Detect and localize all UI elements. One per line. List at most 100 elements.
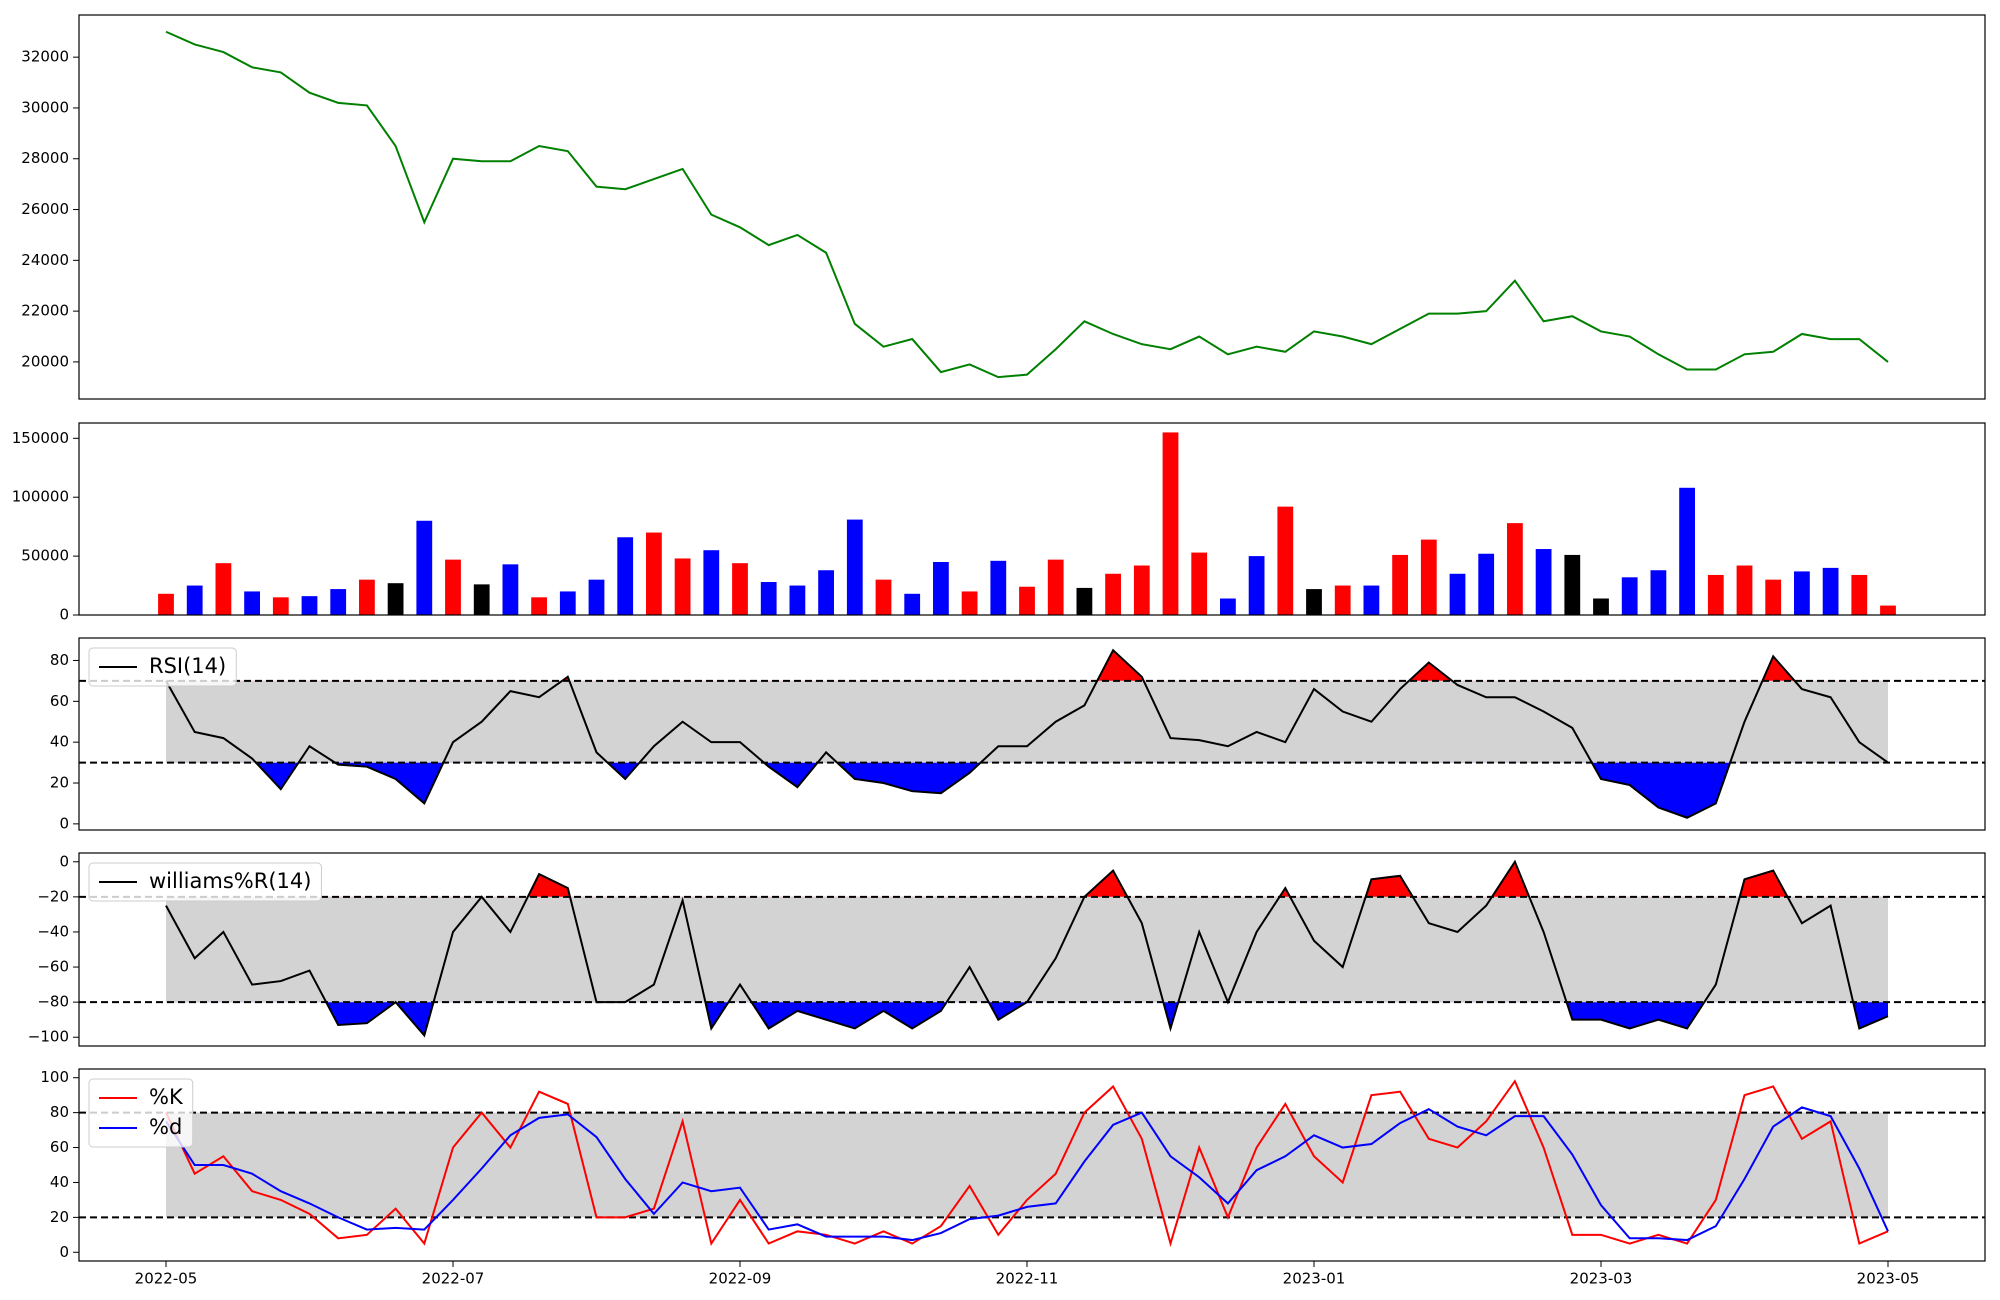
y-tick-label: 100000 bbox=[12, 488, 69, 506]
y-tick-label: 0 bbox=[59, 606, 69, 624]
volume-bar bbox=[387, 583, 404, 615]
volume-bar bbox=[416, 520, 433, 615]
y-tick-label: 100 bbox=[40, 1068, 69, 1086]
volume-bar bbox=[359, 579, 375, 615]
volume-bar bbox=[646, 532, 662, 615]
y-tick-label: 32000 bbox=[21, 48, 69, 66]
y-tick-label: −100 bbox=[28, 1028, 69, 1046]
y-tick-label: 22000 bbox=[21, 302, 69, 320]
x-tick-label: 2023-03 bbox=[1570, 1270, 1633, 1288]
y-tick-label: 28000 bbox=[21, 149, 69, 167]
y-tick-label: 20 bbox=[50, 774, 69, 792]
volume-bar bbox=[1851, 574, 1868, 615]
volume-bar bbox=[588, 579, 605, 615]
volume-bar bbox=[818, 570, 834, 615]
y-tick-label: 20000 bbox=[21, 352, 69, 370]
legend-label: %K bbox=[149, 1085, 184, 1109]
volume-bar bbox=[1420, 539, 1437, 615]
volume-bar bbox=[789, 585, 806, 615]
volume-bar bbox=[531, 597, 547, 615]
x-tick-label: 2023-01 bbox=[1283, 1270, 1346, 1288]
y-tick-label: 20 bbox=[50, 1208, 69, 1226]
x-tick-label: 2022-11 bbox=[996, 1270, 1059, 1288]
volume-bar bbox=[1047, 559, 1064, 615]
volume-bar bbox=[961, 591, 978, 615]
volume-bar bbox=[272, 597, 289, 615]
y-tick-label: −60 bbox=[37, 958, 69, 976]
volume-bar bbox=[158, 593, 174, 615]
y-tick-label: 80 bbox=[50, 651, 69, 669]
x-tick-label: 2022-05 bbox=[135, 1270, 198, 1288]
y-tick-label: 26000 bbox=[21, 200, 69, 218]
volume-bar bbox=[732, 563, 748, 615]
volume-bar bbox=[1679, 487, 1695, 615]
legend-label: %d bbox=[149, 1115, 182, 1139]
volume-bar bbox=[674, 558, 691, 615]
under-fill bbox=[166, 762, 1888, 818]
volume-bar bbox=[445, 559, 461, 615]
under-fill bbox=[166, 1002, 1888, 1036]
volume-bar bbox=[559, 591, 576, 615]
volume-bar bbox=[1507, 523, 1523, 615]
plot-frame bbox=[78, 1068, 1986, 1262]
volume-bar bbox=[1105, 573, 1121, 615]
series-line bbox=[165, 1106, 1889, 1242]
volume-bar bbox=[1736, 565, 1753, 615]
panel: 0 20 40 60 80 100 2022-05 2022-07 2022-09 2022-11… bbox=[40, 1068, 1986, 1288]
volume-bar bbox=[875, 579, 892, 615]
neutral-band bbox=[166, 1112, 1888, 1218]
series-line bbox=[165, 859, 1889, 1038]
y-tick-label: 150000 bbox=[12, 429, 69, 447]
y-tick-label: 60 bbox=[50, 1138, 69, 1156]
y-tick-label: 0 bbox=[59, 1243, 69, 1261]
volume-bar bbox=[1535, 549, 1552, 615]
volume-bar bbox=[1334, 585, 1351, 615]
plot-frame bbox=[78, 637, 1986, 831]
legend-box bbox=[88, 1078, 194, 1148]
volume-bar bbox=[301, 596, 318, 615]
volume-bar bbox=[1449, 573, 1466, 615]
volume-bar bbox=[1564, 554, 1581, 615]
y-tick-label: 30000 bbox=[21, 98, 69, 116]
volume-bar bbox=[1306, 589, 1322, 615]
volume-bar bbox=[1191, 552, 1208, 615]
volume-bar bbox=[846, 519, 863, 615]
y-tick-label: −80 bbox=[37, 993, 69, 1011]
y-tick-label: 40 bbox=[50, 1173, 69, 1191]
volume-bar bbox=[1765, 579, 1782, 615]
volume-bar bbox=[703, 550, 720, 615]
legend-box bbox=[88, 647, 237, 687]
plot-frame bbox=[78, 422, 1986, 616]
neutral-band bbox=[166, 680, 1888, 763]
volume-bar bbox=[1277, 506, 1294, 615]
x-tick-label: 2023-05 bbox=[1857, 1270, 1920, 1288]
y-tick-label: 0 bbox=[59, 852, 69, 870]
volume-bar bbox=[1707, 574, 1724, 615]
volume-bar bbox=[1593, 598, 1609, 615]
volume-bar bbox=[1363, 585, 1380, 615]
volume-bar bbox=[1880, 605, 1896, 615]
panel: 20000 22000 24000 26000 28000 30000 32000 bbox=[21, 14, 1986, 400]
y-tick-label: 40 bbox=[50, 733, 69, 751]
volume-bar bbox=[473, 584, 490, 615]
volume-bar bbox=[330, 589, 347, 615]
volume-bar bbox=[1392, 554, 1408, 615]
volume-bar bbox=[1076, 587, 1093, 615]
panel: 0 50000 100000 150000 bbox=[12, 422, 1986, 624]
y-tick-label: 0 bbox=[59, 814, 69, 832]
series-line bbox=[165, 648, 1889, 819]
volume-bar bbox=[617, 537, 634, 615]
volume-bar bbox=[1019, 586, 1035, 615]
volume-bar bbox=[1794, 571, 1810, 615]
neutral-band bbox=[166, 896, 1888, 1003]
volume-bar bbox=[215, 563, 232, 615]
volume-bar bbox=[1162, 432, 1179, 615]
volume-bar bbox=[904, 593, 921, 615]
y-tick-label: 60 bbox=[50, 692, 69, 710]
volume-bar bbox=[1220, 598, 1236, 615]
plot-frame bbox=[78, 14, 1986, 400]
legend-label: RSI(14) bbox=[149, 654, 226, 678]
y-tick-label: 50000 bbox=[21, 547, 69, 565]
volume-bar bbox=[186, 585, 203, 615]
